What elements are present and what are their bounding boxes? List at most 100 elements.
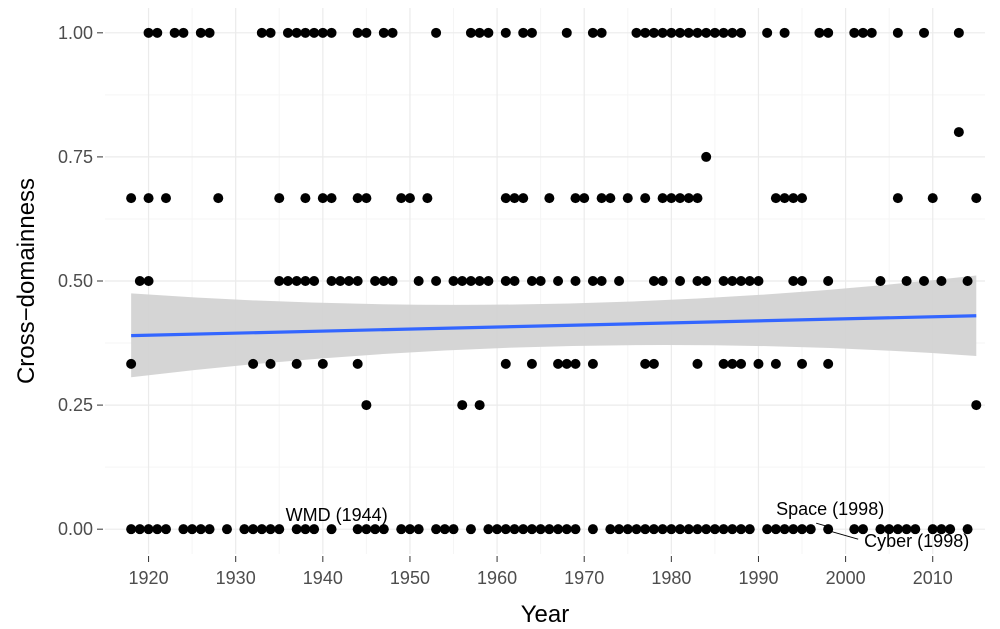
data-point [239,524,250,535]
data-point [448,524,459,535]
data-point [701,524,712,535]
data-point [657,276,668,286]
data-point [797,358,808,369]
data-point [614,276,625,286]
data-point [927,193,938,204]
data-point [614,524,625,535]
data-point [509,193,520,204]
data-point [675,276,686,286]
x-tick-label: 1950 [390,568,430,588]
data-point [282,27,293,38]
data-point [282,276,293,286]
data-point [160,193,171,204]
data-point [256,524,267,535]
data-point [378,524,389,535]
data-point [195,27,206,38]
data-point [605,193,616,204]
data-point [291,276,302,286]
data-point [788,276,799,286]
data-point [317,27,328,38]
data-point [561,524,572,535]
data-point [178,27,189,38]
data-point [709,524,720,535]
data-point [910,524,921,535]
data-point [727,358,738,369]
y-tick-label: 0.00 [58,519,93,539]
data-point [422,193,433,204]
data-point [518,193,529,204]
data-point [736,27,747,38]
data-point [413,524,424,535]
data-point [805,524,816,535]
data-point [352,358,363,369]
data-point [361,27,372,38]
annotation-leader [816,522,831,528]
data-point [692,358,703,369]
data-point [901,276,912,286]
x-tick-label: 1940 [303,568,343,588]
data-point [256,27,267,38]
data-point [326,276,337,286]
data-point [648,276,659,286]
data-point [919,276,930,286]
y-axis-title: Cross−domainness [13,178,40,384]
data-point [526,524,537,535]
data-point [195,524,206,535]
data-point [457,276,468,286]
data-point [134,276,145,286]
data-point [631,524,642,535]
data-point [971,193,982,204]
data-point [213,193,224,204]
x-tick-label: 1970 [564,568,604,588]
data-point [605,524,616,535]
data-point [248,524,259,535]
data-point [370,276,381,286]
data-point [500,524,511,535]
data-point [622,193,633,204]
data-point [736,276,747,286]
y-tick-label: 0.50 [58,271,93,291]
data-point [788,193,799,204]
data-point [500,193,511,204]
data-point [736,358,747,369]
data-point [300,193,311,204]
data-point [309,524,320,535]
annotation-label: WMD (1944) [286,505,388,525]
data-point [483,524,494,535]
data-point [884,524,895,535]
data-point [858,524,869,535]
data-point [370,524,381,535]
trend-line-layer [131,314,977,338]
data-point [126,358,137,369]
data-point [404,524,415,535]
data-point [936,276,947,286]
data-point [683,193,694,204]
data-point [143,27,154,38]
x-tick-label: 1960 [477,568,517,588]
y-tick-label: 0.75 [58,147,93,167]
data-point [823,27,834,38]
data-point [675,193,686,204]
data-point [553,358,564,369]
annotation-label: Cyber (1998) [864,531,969,551]
data-point [640,524,651,535]
data-point [587,524,598,535]
data-point [352,193,363,204]
data-point [126,524,137,535]
data-point [953,27,964,38]
data-point [657,524,668,535]
data-point [500,276,511,286]
data-point [248,358,259,369]
data-point [875,524,886,535]
data-point [788,524,799,535]
data-point [657,193,668,204]
data-point [326,193,337,204]
data-point [448,276,459,286]
data-point [352,276,363,286]
data-point [526,358,537,369]
data-point [727,524,738,535]
data-point [718,27,729,38]
data-point [544,524,555,535]
data-point [526,276,537,286]
data-point [352,524,363,535]
